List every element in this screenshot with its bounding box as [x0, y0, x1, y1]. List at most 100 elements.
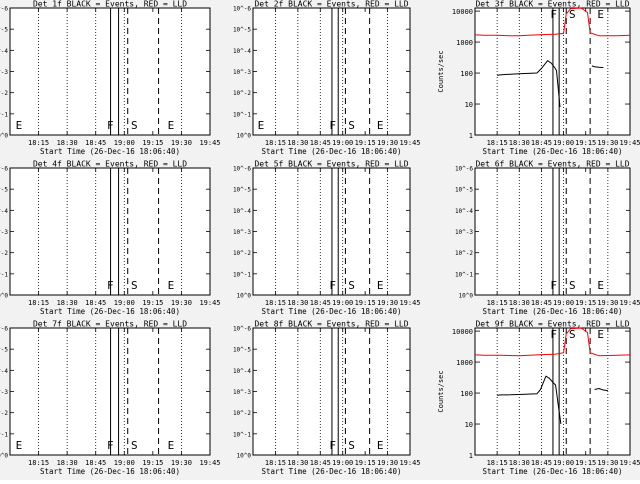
panel-title: Det 6f BLACK = Events, RED = LLD — [475, 160, 629, 169]
y-tick-label: 1 — [469, 452, 473, 460]
phase-marker-S: S — [131, 439, 138, 452]
x-tick-label: 19:15 — [142, 299, 163, 307]
x-tick-label: 18:30 — [509, 459, 530, 467]
detector-panel-3: Det 3f BLACK = Events, RED = LLD 1 10 100 10… — [437, 0, 640, 156]
phase-marker-F: F — [107, 439, 114, 452]
y-tick-label: 10^-3 — [0, 229, 8, 236]
x-tick-label: 19:00 — [332, 139, 353, 147]
panel-title: Det 8f BLACK = Events, RED = LLD — [254, 320, 408, 329]
x-tick-label: 19:00 — [553, 139, 574, 147]
phase-marker-F: F — [329, 119, 336, 132]
phase-marker-E: E — [16, 119, 23, 132]
y-tick-label: 10^-5 — [233, 27, 251, 34]
y-tick-label: 10^-4 — [233, 48, 251, 55]
y-tick-label: 10^-1 — [0, 111, 8, 118]
x-tick-label: 19:30 — [597, 459, 618, 467]
panel-title: Det 5f BLACK = Events, RED = LLD — [254, 160, 408, 169]
phase-marker-S: S — [348, 279, 355, 292]
y-tick-label: 10^-6 — [233, 166, 251, 173]
phase-marker-S: S — [348, 439, 355, 452]
phase-marker-E: E — [597, 328, 604, 341]
y-tick-label: 10^-2 — [233, 90, 251, 97]
y-tick-label: 10000 — [452, 328, 473, 336]
phase-marker-E: E — [168, 279, 175, 292]
phase-marker-F: F — [107, 279, 114, 292]
phase-marker-F: F — [329, 439, 336, 452]
x-tick-label: 18:15 — [28, 299, 49, 307]
y-tick-label: 10^-6 — [233, 326, 251, 333]
phase-marker-S: S — [348, 119, 355, 132]
panel-title: Det 7f BLACK = Events, RED = LLD — [33, 320, 187, 329]
panel-title: Det 4f BLACK = Events, RED = LLD — [33, 160, 187, 169]
phase-marker-E: E — [168, 119, 175, 132]
y-tick-label: 10 — [465, 421, 473, 429]
x-tick-label: 19:30 — [377, 459, 398, 467]
y-tick-label: 10^0 — [237, 453, 252, 460]
x-tick-label: 19:45 — [619, 139, 640, 147]
x-tick-label: 19:15 — [355, 459, 376, 467]
x-tick-label: 19:00 — [332, 459, 353, 467]
x-tick-label: 19:15 — [575, 139, 596, 147]
detector-panel-6: Det 6f BLACK = Events, RED = LLD 10^0 10^-… — [455, 160, 640, 317]
x-tick-label: 18:30 — [287, 139, 308, 147]
x-tick-label: 18:15 — [487, 459, 508, 467]
x-tick-label: 18:30 — [57, 139, 78, 147]
panel-title: Det 9f BLACK = Events, RED = LLD — [475, 320, 629, 329]
x-tick-label: 19:45 — [399, 459, 420, 467]
phase-marker-E: E — [377, 279, 384, 292]
y-tick-label: 10^-2 — [233, 410, 251, 417]
x-tick-label: 18:15 — [28, 139, 49, 147]
y-tick-label: 10^-6 — [0, 326, 8, 333]
detector-panel-5: Det 5f BLACK = Events, RED = LLD 10^0 10^-… — [233, 160, 421, 317]
x-tick-label: 19:45 — [199, 139, 220, 147]
y-tick-label: 10^-4 — [0, 368, 8, 375]
detector-panel-8: Det 8f BLACK = Events, RED = LLD 10^0 10^-… — [233, 320, 421, 477]
phase-marker-E: E — [258, 119, 265, 132]
y-tick-label: 10^-2 — [0, 250, 8, 257]
lld-series-line — [474, 7, 631, 37]
x-tick-label: 19:00 — [114, 459, 135, 467]
x-tick-label: 19:45 — [619, 459, 640, 467]
x-tick-label: 18:45 — [531, 299, 552, 307]
y-tick-label: 10^-3 — [0, 389, 8, 396]
x-tick-label: 19:45 — [399, 299, 420, 307]
x-tick-label: 18:45 — [310, 299, 331, 307]
y-tick-label: 10^-5 — [0, 27, 8, 34]
x-tick-label: 19:30 — [597, 299, 618, 307]
y-tick-label: 10^-2 — [455, 250, 473, 257]
x-tick-label: 18:45 — [85, 139, 106, 147]
y-tick-label: 10^-4 — [0, 48, 8, 55]
y-tick-label: 1000 — [456, 359, 473, 367]
y-tick-label: 10^-4 — [233, 368, 251, 375]
plot-frame — [9, 167, 211, 296]
phase-marker-E: E — [16, 439, 23, 452]
phase-marker-S: S — [569, 8, 576, 21]
x-tick-label: 19:15 — [575, 459, 596, 467]
y-tick-label: 10^-3 — [233, 69, 251, 76]
y-axis-label: Counts/sec — [437, 370, 445, 412]
y-tick-label: 10^-6 — [0, 6, 8, 13]
x-axis-label: Start Time (26-Dec-16 18:06:40) — [40, 467, 180, 476]
y-tick-label: 10^-6 — [233, 6, 251, 13]
detector-panel-4: Det 4f BLACK = Events, RED = LLD 10^0 10^-… — [0, 160, 221, 317]
x-tick-label: 18:45 — [531, 139, 552, 147]
phase-marker-S: S — [569, 328, 576, 341]
x-tick-label: 19:00 — [553, 459, 574, 467]
y-tick-label: 10^-5 — [233, 347, 251, 354]
x-tick-label: 18:30 — [57, 299, 78, 307]
y-tick-label: 10^0 — [237, 293, 252, 300]
y-tick-label: 10 — [465, 101, 473, 109]
y-tick-label: 10^-1 — [0, 271, 8, 278]
lld-series-line — [474, 327, 631, 357]
x-tick-label: 18:15 — [265, 459, 286, 467]
x-tick-label: 19:30 — [171, 459, 192, 467]
phase-marker-F: F — [107, 119, 114, 132]
detector-panel-2: Det 2f BLACK = Events, RED = LLD 10^0 10^-… — [233, 0, 421, 156]
y-tick-label: 10^-4 — [0, 208, 8, 215]
x-tick-label: 19:30 — [171, 299, 192, 307]
x-axis-label: Start Time (26-Dec-16 18:06:40) — [483, 147, 623, 156]
y-tick-label: 10^-5 — [455, 187, 473, 194]
phase-marker-F: F — [329, 279, 336, 292]
